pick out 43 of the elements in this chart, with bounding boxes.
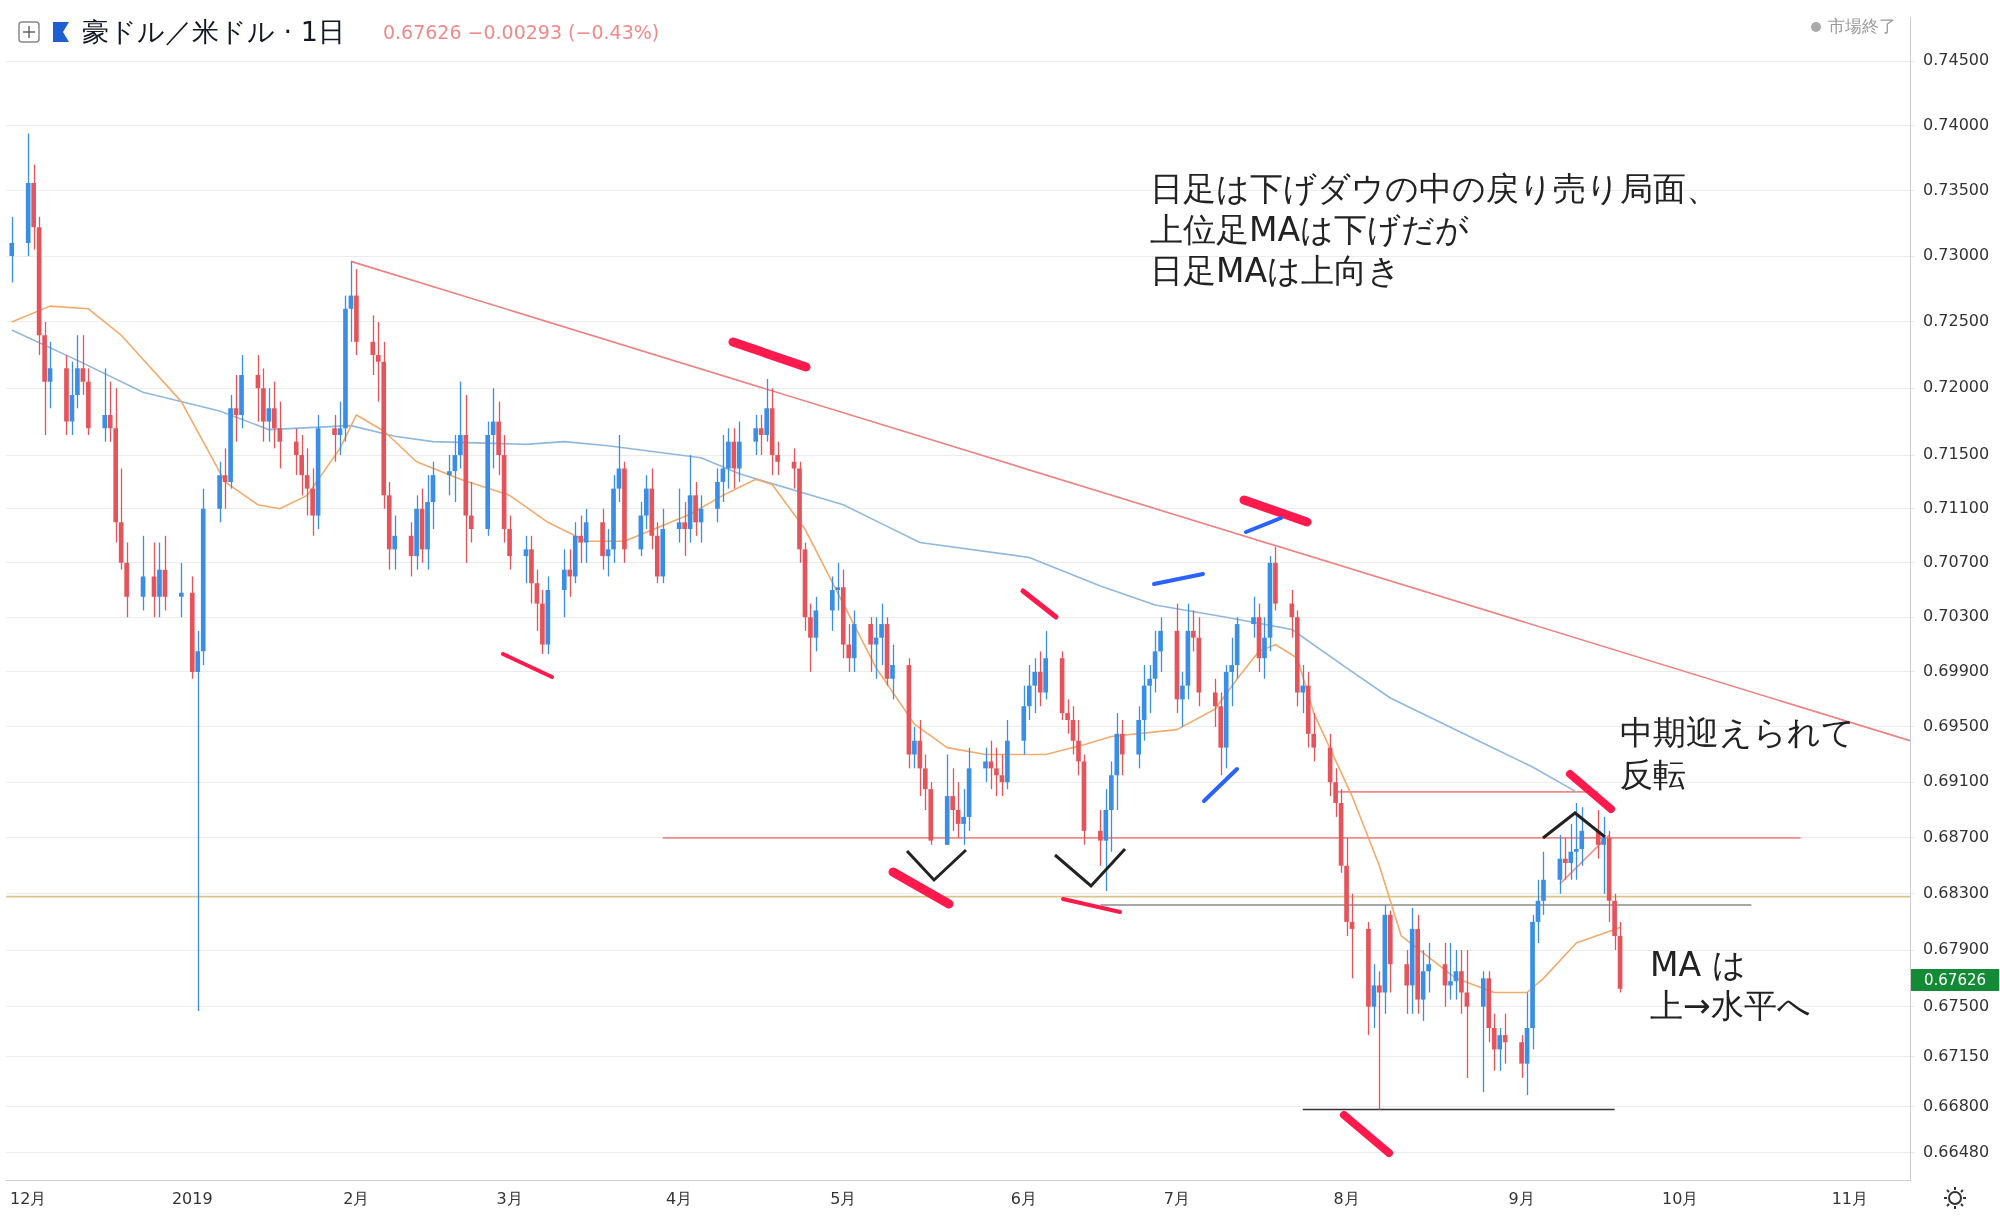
x-tick-label: 11月: [1831, 1188, 1869, 1208]
x-tick-label: 6月: [1010, 1188, 1037, 1208]
y-tick-label: 0.74000: [1923, 114, 1990, 134]
x-tick-label: 12月: [10, 1188, 47, 1208]
x-tick-label: 10月: [1662, 1188, 1699, 1208]
y-tick-label: 0.71500: [1923, 444, 1990, 464]
y-tick-label: 0.67900: [1923, 939, 1990, 959]
y-tick-label: 0.66480: [1923, 1141, 1990, 1161]
x-tick-label: 4月: [666, 1188, 693, 1208]
x-tick-label: 2019: [171, 1188, 213, 1208]
annotation: 上→水平へ: [1650, 985, 1811, 1026]
annotation: 上位足MAは下げだが: [1150, 209, 1470, 250]
x-tick-label: 3月: [496, 1188, 523, 1208]
y-tick-label: 0.69900: [1923, 661, 1990, 681]
x-tick-label: 7月: [1163, 1188, 1191, 1208]
text: 0.67626: [1911, 969, 1999, 991]
x-tick-label: 2月: [343, 1188, 370, 1208]
annotation: 日足MAは上向き: [1150, 250, 1402, 291]
y-tick-label: 0.69500: [1923, 716, 1990, 736]
annotation: MA は: [1650, 944, 1746, 985]
annotation: 市場終了: [1828, 16, 1896, 36]
y-tick-label: 0.67150: [1923, 1045, 1990, 1065]
y-tick-label: 0.68700: [1923, 826, 1990, 846]
chart-subtitle: 0.67626 −0.00293 (−0.43%): [382, 21, 660, 43]
y-tick-label: 0.68300: [1923, 882, 1990, 902]
y-tick-label: 0.66800: [1923, 1095, 1990, 1115]
y-tick-label: 0.73000: [1923, 245, 1990, 265]
y-tick-label: 0.74500: [1923, 50, 1990, 70]
annotation: 日足は下げダウの中の戻り売り局面、: [1150, 168, 1719, 209]
chart-title: 豪ドル／米ドル · 1日: [82, 15, 345, 49]
y-tick-label: 0.73500: [1923, 179, 1990, 199]
annotation: 反転: [1620, 754, 1686, 795]
y-tick-label: 0.72000: [1923, 377, 1990, 397]
x-tick-label: 8月: [1333, 1188, 1360, 1208]
y-tick-label: 0.67500: [1923, 995, 1990, 1015]
x-tick-label: 9月: [1508, 1188, 1535, 1208]
y-tick-label: 0.69100: [1923, 771, 1990, 791]
annotation: 中期迎えられて: [1620, 712, 1855, 753]
x-tick-label: 5月: [830, 1188, 857, 1208]
y-tick-label: 0.70300: [1923, 606, 1990, 626]
y-tick-label: 0.71100: [1923, 497, 1990, 517]
y-tick-label: 0.72500: [1923, 311, 1990, 331]
y-tick-label: 0.70700: [1923, 552, 1990, 572]
